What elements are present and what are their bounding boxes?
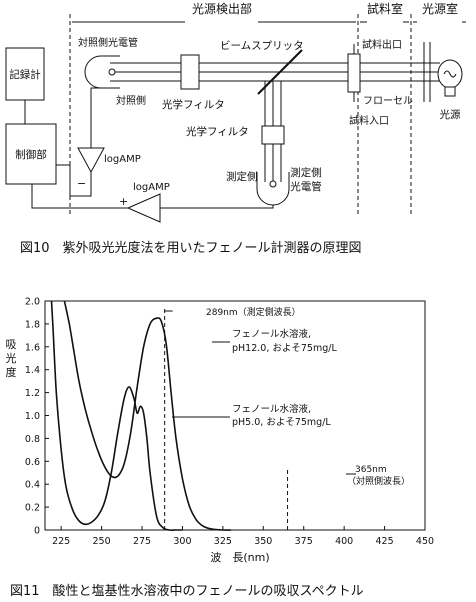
measuring-detector-cathode (269, 180, 277, 188)
x-tick-label: 225 (52, 536, 70, 547)
annotation-ph12-2: pH12.0, およそ75mg/L (232, 343, 337, 354)
y-tick-label: 2.0 (25, 297, 40, 308)
section-label-detector: 光源検出部 (192, 1, 252, 16)
x-tick-label: 350 (254, 536, 272, 547)
x-tick-label: 275 (133, 536, 151, 547)
y-tick-label: 1.2 (25, 388, 40, 399)
y-tick-label: 0.2 (25, 503, 40, 514)
log-amp-1-label: logAMP (104, 154, 141, 165)
minus-sign: − (77, 177, 86, 190)
optical-filter-2-label: 光学フィルタ (186, 125, 249, 138)
annotation-ph5-2: pH5.0, およそ75mg/L (232, 417, 331, 428)
reference-side-label: 対照側 (116, 94, 146, 107)
x-tick-label: 250 (93, 536, 111, 547)
y-tick-label: 0.8 (25, 434, 40, 445)
log-amp-1 (77, 147, 105, 174)
reference-detector-label: 対照側光電管 (78, 36, 138, 49)
beam-splitter-label: ビームスプリッタ (220, 40, 304, 52)
annotation-365nm-2: （対照側波長） (347, 475, 410, 487)
y-tick-label: 1.0 (25, 411, 40, 422)
x-tick-label: 375 (295, 536, 313, 547)
y-tick-label: 0.4 (25, 480, 40, 491)
y-tick-label: 0 (34, 526, 40, 537)
recorder-label: 記録計 (9, 68, 41, 81)
light-source-lamp (423, 42, 463, 102)
log-amp-2 (126, 193, 161, 223)
figure-11-caption: 図11 酸性と塩基性水溶液中のフェノールの吸収スペクトル (10, 584, 364, 599)
tick-labels: 0 0.2 0.4 0.6 0.8 1.0 1.2 1.4 1.6 1.8 2.0 225 250 275… (25, 297, 434, 548)
flow-cell-label: フローセル (363, 95, 413, 107)
light-source-label: 光源 (440, 108, 461, 121)
wavelength-markers (164, 309, 289, 530)
instrument-diagram: 光源検出部 試料室 光源室 記録計 制御部 対照側光電管 対照側 光学フィルタ … (5, 1, 466, 256)
reference-detector-cathode (108, 68, 116, 76)
y-axis-label-1: 吸 (6, 338, 17, 351)
axis-ticks (45, 300, 426, 531)
signal-wires (31, 87, 274, 209)
absorption-chart: 0 0.2 0.4 0.6 0.8 1.0 1.2 1.4 1.6 1.8 2.0 225 250 275… (6, 297, 435, 565)
section-label-sample-chamber: 試料室 (367, 1, 403, 16)
x-tick-label: 300 (173, 536, 191, 547)
y-axis-label-2: 光 (6, 351, 17, 365)
section-label-source-room: 光源室 (422, 1, 458, 16)
reference-detector-tube (84, 55, 120, 89)
annotation-ph12-1: フェノール水溶液, (232, 328, 311, 340)
annotation-365nm-1: 365nm (355, 465, 387, 475)
y-axis-label-3: 度 (6, 365, 17, 379)
plus-sign: + (119, 195, 128, 208)
x-axis-label: 波 長(nm) (210, 551, 269, 564)
beam-horizontal (110, 62, 440, 82)
sample-inlet-label: 試料入口 (349, 114, 389, 127)
series-lines (50, 300, 232, 531)
annotation-ph5-1: フェノール水溶液, (232, 403, 311, 415)
controller-label: 制御部 (15, 148, 47, 161)
controller-box (5, 123, 57, 185)
optical-filter-1 (180, 54, 200, 90)
sample-outlet-label: 試料出口 (362, 38, 402, 51)
x-tick-label: 450 (416, 536, 434, 547)
x-tick-label: 325 (214, 536, 232, 547)
x-tick-label: 400 (335, 536, 353, 547)
y-tick-label: 1.4 (25, 365, 40, 376)
log-amp-2-label: logAMP (133, 182, 170, 193)
series-line-ph5 (50, 300, 183, 531)
y-tick-label: 0.6 (25, 457, 40, 468)
measuring-side-label: 測定側 (226, 170, 258, 183)
optical-filter-2 (261, 125, 285, 145)
y-tick-label: 1.8 (25, 319, 40, 330)
x-tick-label: 425 (376, 536, 394, 547)
flow-cell (347, 53, 361, 93)
measuring-detector-label-1: 測定側 (290, 166, 322, 179)
figure-10-caption: 図10 紫外吸光光度法を用いたフェノール計測器の原理図 (20, 240, 362, 256)
series-line-ph12 (63, 300, 232, 531)
measuring-detector-label-2: 光電管 (290, 180, 322, 193)
y-tick-label: 1.6 (25, 342, 40, 353)
annotation-289nm: 289nm（測定側波長） (206, 306, 301, 318)
optical-filter-1-label: 光学フィルタ (162, 98, 225, 111)
